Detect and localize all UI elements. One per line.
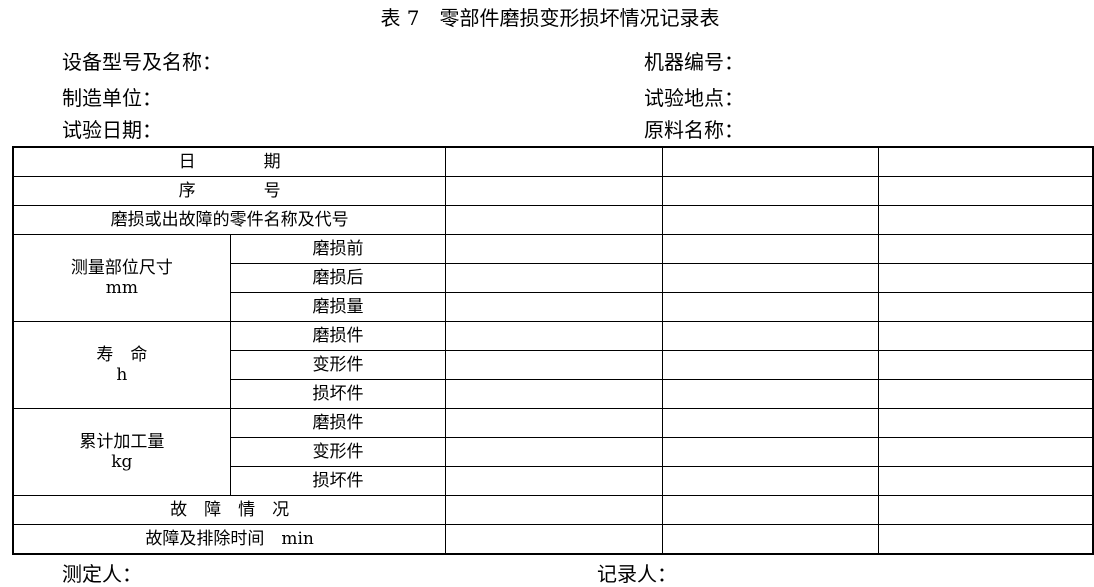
cell[interactable] bbox=[661, 234, 880, 264]
row-label: 磨损件 bbox=[229, 408, 447, 438]
row-label: 变形件 bbox=[229, 350, 447, 380]
table-row: 序 号 bbox=[12, 176, 1094, 206]
measure-unit: mm bbox=[105, 278, 138, 298]
cell[interactable] bbox=[661, 263, 880, 293]
row-label: 损坏件 bbox=[229, 466, 447, 496]
document-title: 表 7 零部件磨损变形损坏情况记录表 bbox=[380, 6, 720, 30]
cumulative-label: 累计加工量 bbox=[79, 432, 165, 452]
cell[interactable] bbox=[445, 263, 663, 293]
cell[interactable] bbox=[445, 408, 663, 438]
cell[interactable] bbox=[878, 524, 1094, 555]
cumulative-group: 累计加工量 kg bbox=[12, 408, 231, 496]
row-label: 磨损后 bbox=[229, 263, 447, 293]
material-name-label: 原料名称： bbox=[644, 118, 744, 142]
cell[interactable] bbox=[878, 437, 1094, 467]
table-row: 故 障 情 况 bbox=[12, 495, 1094, 525]
cell[interactable] bbox=[661, 408, 880, 438]
table-row: 磨损或出故障的零件名称及代号 bbox=[12, 205, 1094, 235]
cell[interactable] bbox=[878, 350, 1094, 380]
cell[interactable] bbox=[445, 205, 663, 235]
cell[interactable] bbox=[661, 205, 880, 235]
cell[interactable] bbox=[661, 350, 880, 380]
table-row: 故障及排除时间 min bbox=[12, 524, 1094, 555]
table-row: 累计加工量 kg 磨损件 bbox=[12, 408, 1094, 496]
cell[interactable] bbox=[878, 466, 1094, 496]
part-name-header: 磨损或出故障的零件名称及代号 bbox=[12, 205, 447, 235]
table-row: 日 期 bbox=[12, 146, 1094, 177]
measure-group: 测量部位尺寸 mm bbox=[12, 234, 231, 322]
cell[interactable] bbox=[661, 524, 880, 555]
cell[interactable] bbox=[661, 466, 880, 496]
cell[interactable] bbox=[445, 234, 663, 264]
life-label: 寿 命 bbox=[96, 345, 148, 365]
cell[interactable] bbox=[878, 205, 1094, 235]
cell[interactable] bbox=[445, 466, 663, 496]
manufacturer-label: 制造单位： bbox=[62, 86, 162, 110]
row-label: 磨损量 bbox=[229, 292, 447, 322]
row-label: 磨损件 bbox=[229, 321, 447, 351]
record-table: 日 期 序 号 磨损或出故障的零件名称及代号 测量部位尺寸 mm 磨损前 磨损后 … bbox=[12, 146, 1094, 555]
cell[interactable] bbox=[661, 176, 880, 206]
life-unit: h bbox=[116, 365, 128, 385]
cell[interactable] bbox=[878, 292, 1094, 322]
row-label: 损坏件 bbox=[229, 379, 447, 409]
table-row: 损坏件 bbox=[13, 466, 1094, 496]
measure-label: 测量部位尺寸 bbox=[70, 258, 173, 278]
cell[interactable] bbox=[878, 379, 1094, 409]
cell[interactable] bbox=[878, 408, 1094, 438]
cell[interactable] bbox=[445, 437, 663, 467]
row-label: 变形件 bbox=[229, 437, 447, 467]
cell[interactable] bbox=[445, 495, 663, 525]
cell[interactable] bbox=[445, 524, 663, 555]
table-row: 测量部位尺寸 mm 磨损前 bbox=[12, 234, 1094, 322]
cell[interactable] bbox=[661, 437, 880, 467]
cell[interactable] bbox=[878, 176, 1094, 206]
date-header: 日 期 bbox=[12, 146, 447, 177]
cell[interactable] bbox=[445, 321, 663, 351]
cell[interactable] bbox=[661, 321, 880, 351]
row-label: 磨损前 bbox=[229, 234, 447, 264]
cell[interactable] bbox=[878, 263, 1094, 293]
cell[interactable] bbox=[878, 495, 1094, 525]
fault-header: 故 障 情 况 bbox=[12, 495, 447, 525]
test-date-label: 试验日期： bbox=[62, 118, 162, 142]
cell[interactable] bbox=[445, 292, 663, 322]
table-row: 变形件 bbox=[13, 437, 1094, 467]
cell[interactable] bbox=[445, 176, 663, 206]
table-row: 磨损量 bbox=[13, 292, 1094, 322]
table-row: 损坏件 bbox=[13, 379, 1094, 409]
cell[interactable] bbox=[661, 495, 880, 525]
machine-number-label: 机器编号： bbox=[644, 50, 744, 74]
cell[interactable] bbox=[445, 146, 663, 177]
fault-time-header: 故障及排除时间 min bbox=[12, 524, 447, 555]
cell[interactable] bbox=[661, 146, 880, 177]
measurer-label: 测定人： bbox=[62, 562, 142, 586]
recorder-label: 记录人： bbox=[597, 562, 677, 586]
cell[interactable] bbox=[661, 292, 880, 322]
cell[interactable] bbox=[878, 234, 1094, 264]
cumulative-unit: kg bbox=[111, 452, 133, 472]
equipment-model-label: 设备型号及名称： bbox=[62, 50, 222, 74]
cell[interactable] bbox=[445, 350, 663, 380]
cell[interactable] bbox=[661, 379, 880, 409]
test-location-label: 试验地点： bbox=[644, 86, 744, 110]
cell[interactable] bbox=[878, 321, 1094, 351]
seq-header: 序 号 bbox=[12, 176, 447, 206]
cell[interactable] bbox=[445, 379, 663, 409]
cell[interactable] bbox=[878, 146, 1094, 177]
